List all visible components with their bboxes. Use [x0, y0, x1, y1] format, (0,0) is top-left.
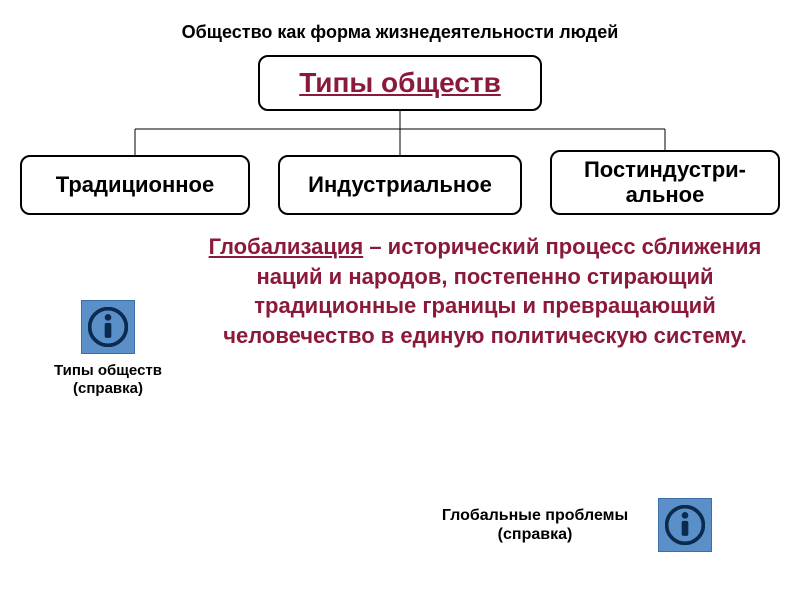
info-icon: [658, 498, 712, 552]
tree-child-label: Постиндустри-альное: [584, 158, 746, 206]
reference-label: Типы обществ (справка): [48, 362, 168, 398]
tree-root-label: Типы обществ: [299, 67, 501, 99]
reference-types-link[interactable]: Типы обществ (справка): [48, 300, 168, 398]
definition-term: Глобализация: [209, 234, 364, 259]
reference-global-link[interactable]: Глобальные проблемы (справка): [430, 498, 712, 552]
definition-block: Глобализация – исторический процесс сбли…: [200, 232, 770, 351]
info-icon: [81, 300, 135, 354]
tree-child-label: Индустриальное: [308, 172, 492, 198]
tree-child-industrial: Индустриальное: [278, 155, 522, 215]
page-title: Общество как форма жизнедеятельности люд…: [0, 22, 800, 43]
tree-child-postindustrial: Постиндустри-альное: [550, 150, 780, 215]
tree-child-traditional: Традиционное: [20, 155, 250, 215]
tree-root-box: Типы обществ: [258, 55, 542, 111]
tree-child-label: Традиционное: [56, 172, 215, 198]
reference-label: Глобальные проблемы (справка): [430, 506, 640, 544]
